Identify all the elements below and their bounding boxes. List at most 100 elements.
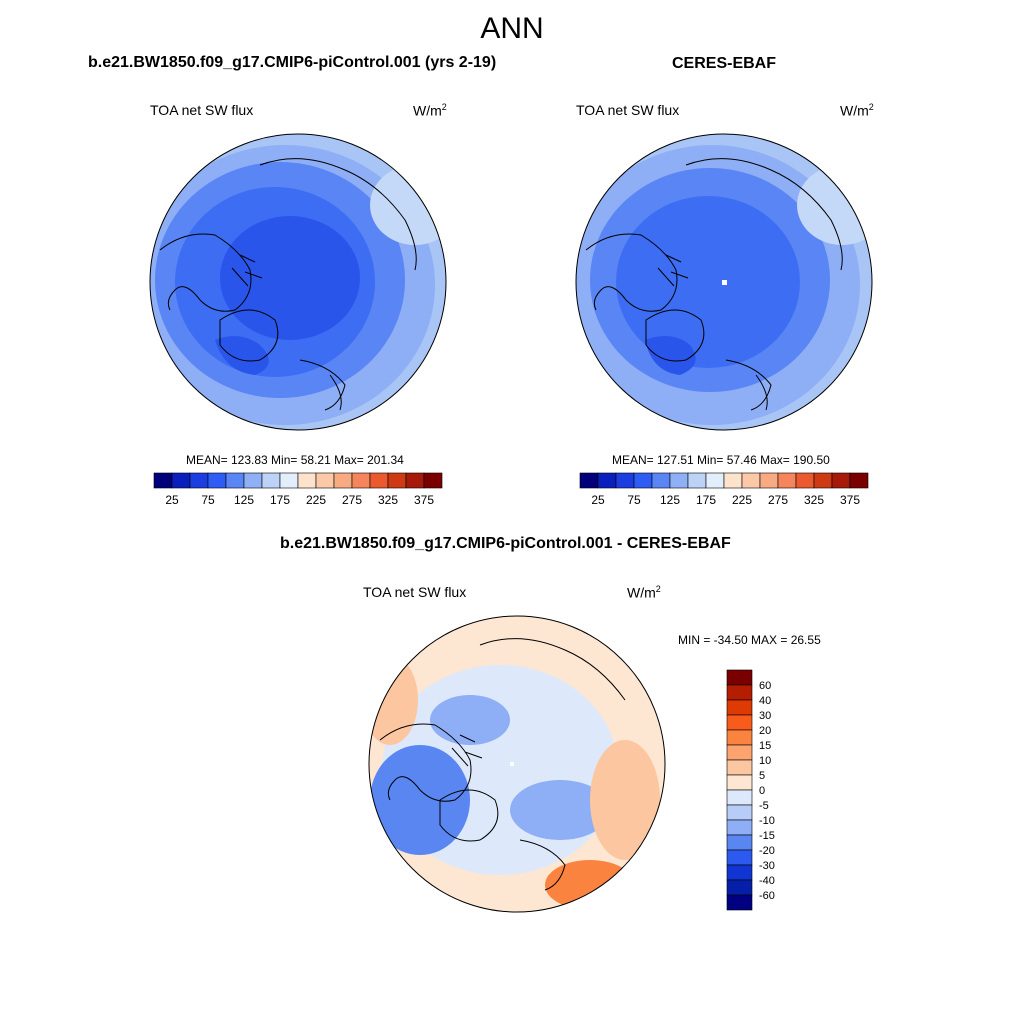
colorbar-tick-label: 20 xyxy=(759,725,771,737)
right-coastlines xyxy=(585,158,843,411)
colorbar-box xyxy=(615,472,635,489)
colorbar-box xyxy=(369,472,389,489)
colorbar-tick-label: -60 xyxy=(759,890,775,902)
field-band-core xyxy=(220,216,360,340)
colorbar-tick-label: 325 xyxy=(804,493,824,507)
colorbar-box xyxy=(741,472,761,489)
field-pacific-region xyxy=(370,165,446,245)
colorbar-box xyxy=(261,472,281,489)
colorbar-box xyxy=(726,834,753,851)
colorbar-tick-label: 175 xyxy=(696,493,716,507)
left-map-border xyxy=(149,133,447,431)
colorbar-box xyxy=(687,472,707,489)
colorbar-tick-label: 325 xyxy=(378,493,398,507)
colorbar-tick-label: 60 xyxy=(759,680,771,692)
colorbar-box xyxy=(669,472,689,489)
colorbar-tick-label: 75 xyxy=(201,493,215,507)
diff-colorbar: 60 40 30 20 15 10 5 0 -5 -10 -15 -20 -30 -40 -60 xyxy=(726,669,775,911)
coastline-greenland xyxy=(645,309,705,362)
colorbar-box xyxy=(726,699,753,716)
colorbar-box xyxy=(726,774,753,791)
colorbar-box xyxy=(726,669,753,686)
field-band-inner xyxy=(616,196,800,368)
coastline-north-america xyxy=(379,723,472,802)
colorbar-box xyxy=(777,472,797,489)
colorbar-tick-label: 375 xyxy=(840,493,860,507)
right-variable-label: TOA net SW flux xyxy=(576,102,680,118)
colorbar-box xyxy=(726,684,753,701)
colorbar-box xyxy=(315,472,335,489)
field-greenland-region xyxy=(215,336,269,375)
field-siberia-negative xyxy=(510,780,610,840)
colorbar-tick-label: 30 xyxy=(759,710,771,722)
colorbar-box xyxy=(405,472,425,489)
coastline-siberia xyxy=(479,638,626,701)
colorbar-box xyxy=(726,789,753,806)
colorbar-tick-label: 375 xyxy=(414,493,434,507)
colorbar-tick-label: 225 xyxy=(732,493,752,507)
diff-variable-label: TOA net SW flux xyxy=(363,584,467,600)
coastline-north-america xyxy=(159,233,252,312)
colorbar-box xyxy=(726,894,753,911)
colorbar-box xyxy=(726,714,753,731)
coastline-siberia xyxy=(259,158,417,271)
colorbar-box xyxy=(849,472,869,489)
colorbar-tick-label: 225 xyxy=(306,493,326,507)
right-panel-title: CERES-EBAF xyxy=(672,55,777,72)
coastline-arctic-islands xyxy=(451,734,483,767)
field-arctic-islands-negative xyxy=(430,695,510,745)
colorbar-box xyxy=(726,879,753,896)
field-greenland-region xyxy=(645,336,696,375)
right-map-border xyxy=(575,133,873,431)
coastline-arctic-islands xyxy=(657,254,689,287)
colorbar-box xyxy=(726,804,753,821)
field-north-america-negative xyxy=(370,745,470,855)
colorbar-box xyxy=(333,472,353,489)
diff-stats: MIN = -34.50 MAX = 26.55 xyxy=(678,633,821,647)
pole-missing-data xyxy=(722,280,727,285)
field-pacific-region xyxy=(797,165,872,245)
left-colorbar: 25 75 125 175 225 275 325 375 xyxy=(153,472,443,507)
colorbar-box xyxy=(726,819,753,836)
colorbar-tick-label: 275 xyxy=(768,493,788,507)
colorbar-tick-label: 40 xyxy=(759,695,771,707)
colorbar-tick-label: 10 xyxy=(759,755,771,767)
right-stats: MEAN= 127.51 Min= 57.46 Max= 190.50 xyxy=(612,453,830,467)
colorbar-box xyxy=(795,472,815,489)
colorbar-tick-label: 125 xyxy=(660,493,680,507)
colorbar-box xyxy=(243,472,263,489)
diff-map-border xyxy=(368,615,666,913)
colorbar-tick-label: 0 xyxy=(759,785,765,797)
pole-missing-data xyxy=(510,762,514,766)
colorbar-box xyxy=(579,472,599,489)
colorbar-box xyxy=(279,472,299,489)
figure-title: ANN xyxy=(480,12,544,45)
colorbar-tick-label: -5 xyxy=(759,800,769,812)
left-map xyxy=(150,134,446,430)
left-units-label: W/m2 xyxy=(413,102,447,119)
colorbar-box xyxy=(171,472,191,489)
colorbar-box xyxy=(597,472,617,489)
coastline-arctic-islands xyxy=(231,254,263,287)
colorbar-tick-label: -10 xyxy=(759,815,775,827)
coastline-siberia xyxy=(685,158,843,271)
diff-coastlines xyxy=(379,638,626,891)
colorbar-tick-label: 25 xyxy=(165,493,179,507)
coastline-greenland xyxy=(219,309,279,362)
left-panel-title: b.e21.BW1850.f09_g17.CMIP6-piControl.001… xyxy=(88,54,497,71)
left-variable-label: TOA net SW flux xyxy=(150,102,254,118)
colorbar-box xyxy=(651,472,671,489)
colorbar-box xyxy=(726,729,753,746)
colorbar-box xyxy=(831,472,851,489)
left-stats: MEAN= 123.83 Min= 58.21 Max= 201.34 xyxy=(186,453,404,467)
coastline-greenland xyxy=(439,789,499,842)
colorbar-box xyxy=(726,849,753,866)
colorbar-tick-label: 275 xyxy=(342,493,362,507)
colorbar-box xyxy=(189,472,209,489)
colorbar-tick-label: -40 xyxy=(759,875,775,887)
colorbar-box xyxy=(726,864,753,881)
colorbar-box xyxy=(153,472,173,489)
right-colorbar: 25 75 125 175 225 275 325 375 xyxy=(579,472,869,507)
colorbar-box xyxy=(387,472,407,489)
